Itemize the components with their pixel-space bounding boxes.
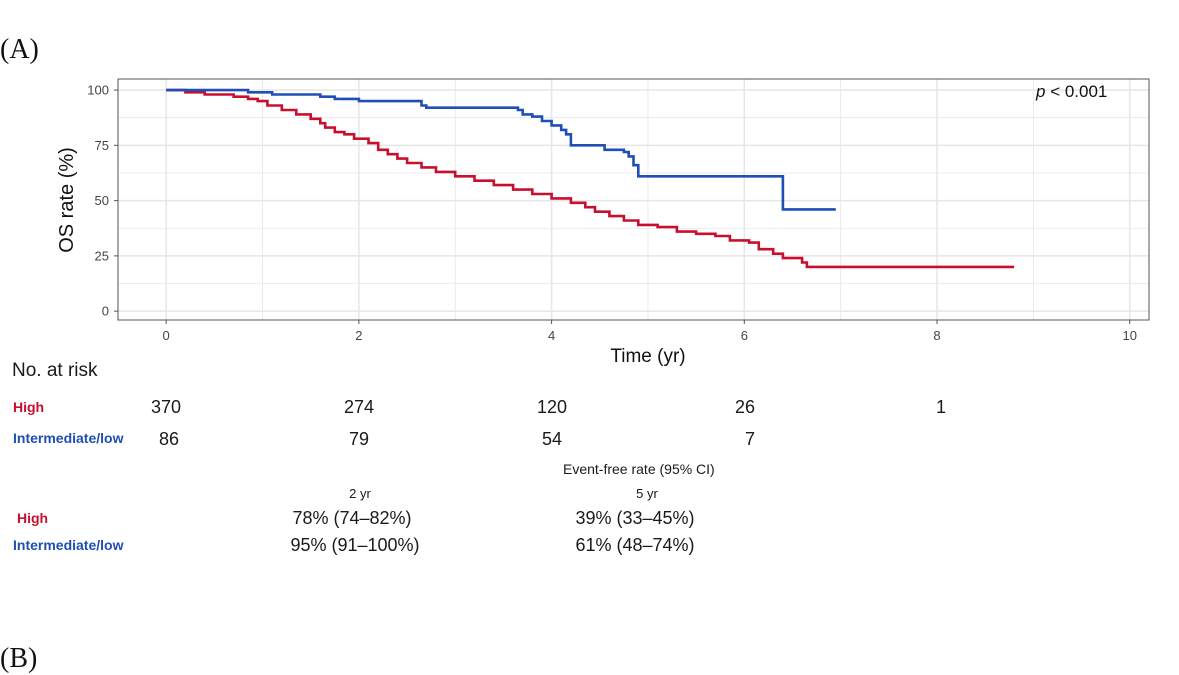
x-axis-label: Time (yr)	[610, 346, 685, 367]
x-tick-label: 8	[933, 328, 940, 343]
event-free-col-2yr: 2 yr	[349, 486, 371, 501]
risk-row-low-label: Intermediate/low	[13, 430, 124, 446]
risk-high-t4: 120	[536, 397, 568, 417]
y-tick-label: 0	[102, 304, 109, 319]
risk-high-t0: 370	[150, 397, 182, 417]
event-free-low-2yr: 95% (91–100%)	[290, 535, 420, 555]
x-tick-label: 2	[355, 328, 362, 343]
curve-intermediate-low	[166, 88, 836, 211]
risk-high-t2: 274	[343, 397, 375, 417]
event-free-high-2yr: 78% (74–82%)	[292, 508, 412, 528]
risk-low-t4: 54	[541, 429, 563, 449]
y-axis-label: OS rate (%)	[56, 147, 78, 253]
risk-row-high-label: High	[13, 399, 45, 415]
grid-lines	[118, 79, 1149, 320]
risk-table-title: No. at risk	[12, 360, 98, 381]
y-tick-label: 50	[95, 193, 109, 208]
x-tick-label: 4	[548, 328, 555, 343]
y-tick-label: 75	[95, 138, 109, 153]
plot-frame	[117, 78, 1150, 321]
panel-label-b: (B)	[0, 643, 38, 674]
event-free-title: Event-free rate (95% CI)	[563, 461, 715, 477]
panel-label-a: (A)	[0, 34, 39, 65]
p-value-text: < 0.001	[1045, 82, 1107, 101]
x-tick-label: 10	[1122, 328, 1136, 343]
x-tick-label: 6	[741, 328, 748, 343]
event-free-row-low-label: Intermediate/low	[13, 537, 124, 553]
survival-curves	[166, 88, 1015, 269]
p-value-annotation: p < 0.001	[1035, 82, 1107, 101]
event-free-col-5yr: 5 yr	[636, 486, 658, 501]
event-free-high-5yr: 39% (33–45%)	[575, 508, 695, 528]
y-tick-label: 25	[95, 248, 109, 263]
risk-high-t6: 26	[734, 397, 756, 417]
risk-low-t0: 86	[158, 429, 180, 449]
risk-low-t6: 7	[744, 429, 755, 449]
event-free-low-5yr: 61% (48–74%)	[575, 535, 695, 555]
x-tick-label: 0	[163, 328, 170, 343]
event-free-row-high-label: High	[17, 510, 49, 526]
risk-low-t2: 79	[348, 429, 370, 449]
y-tick-label: 100	[87, 83, 109, 98]
p-value-symbol: p	[1035, 82, 1045, 101]
risk-high-t8: 1	[935, 397, 946, 417]
curve-high	[166, 88, 1015, 269]
